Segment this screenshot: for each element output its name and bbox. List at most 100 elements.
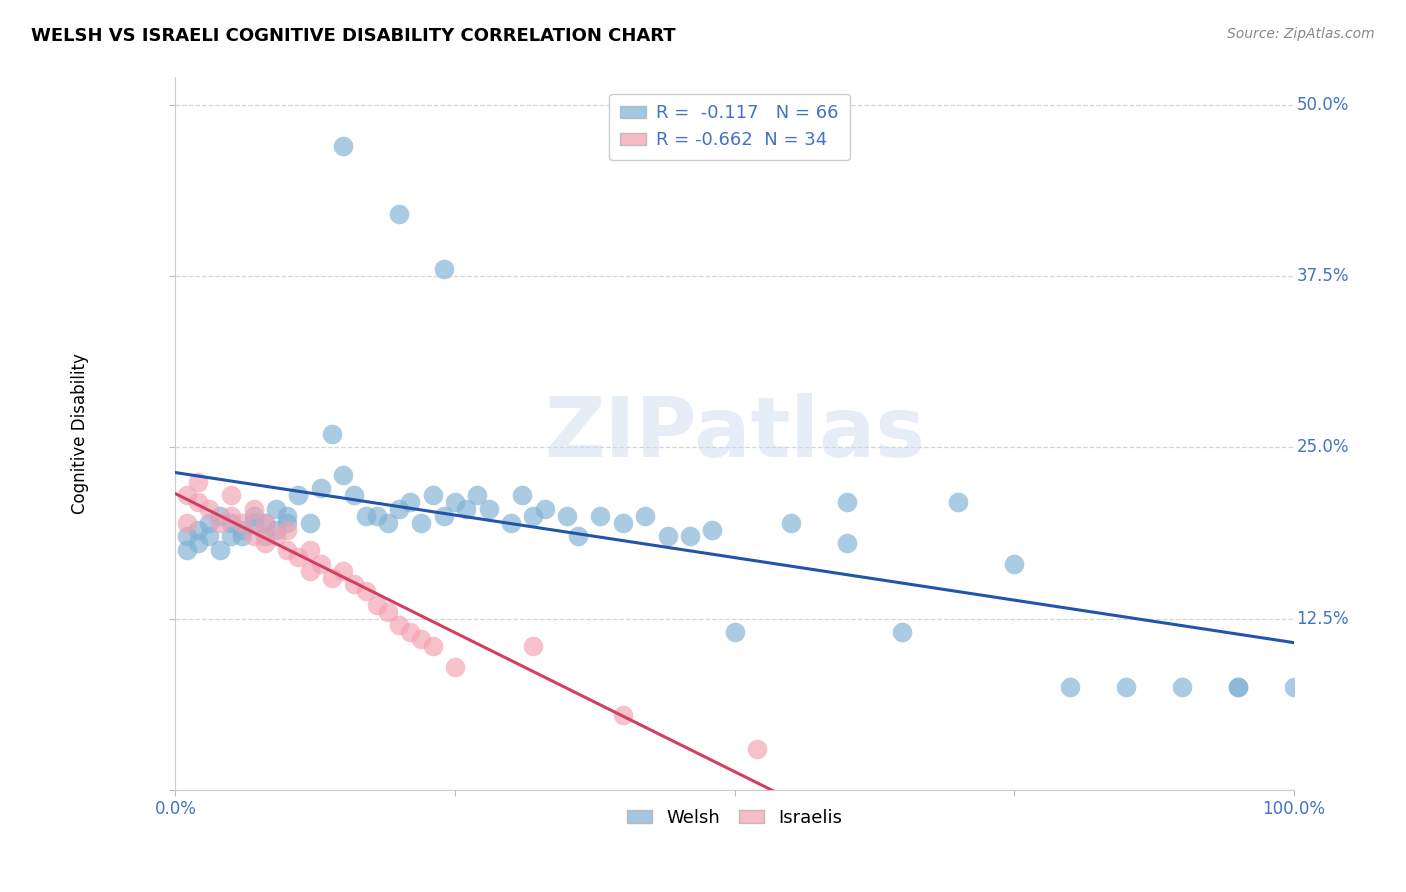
Point (276, 508, 298, 523)
Point (209, 508, 232, 523)
Point (343, 577, 366, 591)
Point (176, 488, 198, 502)
Point (176, 543, 198, 558)
Point (456, 502, 478, 516)
Point (309, 482, 332, 496)
Point (1282, 680, 1305, 694)
Point (264, 502, 287, 516)
Point (510, 488, 533, 502)
Point (219, 529, 242, 543)
Point (276, 516, 298, 530)
Point (321, 570, 343, 584)
Point (298, 564, 321, 578)
Point (187, 495, 209, 509)
Point (219, 516, 242, 530)
Point (702, 523, 724, 537)
Point (1059, 680, 1081, 694)
Point (634, 508, 657, 523)
Point (612, 707, 634, 722)
Point (366, 598, 388, 612)
Point (332, 467, 354, 482)
Legend: Welsh, Israelis: Welsh, Israelis (620, 802, 849, 834)
Point (366, 508, 388, 523)
Point (522, 639, 544, 653)
Point (388, 502, 411, 516)
Point (242, 508, 264, 523)
Point (724, 625, 747, 640)
Point (198, 529, 221, 543)
Point (657, 529, 679, 543)
Point (253, 536, 276, 550)
Point (231, 529, 253, 543)
Point (242, 502, 264, 516)
Point (422, 639, 444, 653)
Point (388, 207, 411, 221)
Point (253, 516, 276, 530)
Point (467, 488, 489, 502)
Point (321, 426, 343, 441)
Point (522, 508, 544, 523)
Point (287, 488, 309, 502)
Y-axis label: Cognitive Disability: Cognitive Disability (72, 353, 89, 514)
Point (388, 618, 411, 632)
Point (399, 625, 422, 640)
Point (612, 516, 634, 530)
Point (332, 139, 354, 153)
Text: 50.0%: 50.0% (1296, 95, 1348, 114)
Point (209, 516, 232, 530)
Point (679, 529, 702, 543)
Point (377, 516, 399, 530)
Point (253, 516, 276, 530)
Point (343, 488, 366, 502)
Point (377, 605, 399, 619)
Point (264, 523, 287, 537)
Point (422, 488, 444, 502)
Point (242, 529, 264, 543)
Text: Source: ZipAtlas.com: Source: ZipAtlas.com (1227, 27, 1375, 41)
Point (187, 475, 209, 489)
Point (242, 516, 264, 530)
Point (287, 549, 309, 564)
Point (187, 536, 209, 550)
Point (253, 529, 276, 543)
Point (219, 488, 242, 502)
Point (948, 495, 970, 509)
Text: ZIPatlas: ZIPatlas (544, 393, 925, 475)
Point (219, 508, 242, 523)
Point (264, 529, 287, 543)
Point (276, 543, 298, 558)
Point (198, 516, 221, 530)
Text: 25.0%: 25.0% (1296, 438, 1348, 457)
Point (499, 516, 522, 530)
Point (411, 632, 433, 647)
Point (332, 564, 354, 578)
Point (433, 508, 456, 523)
Point (835, 536, 858, 550)
Point (1002, 557, 1025, 571)
Point (745, 741, 768, 756)
Point (276, 523, 298, 537)
Point (477, 502, 499, 516)
Point (187, 523, 209, 537)
Point (198, 502, 221, 516)
Text: 12.5%: 12.5% (1296, 609, 1348, 628)
Point (779, 516, 801, 530)
Point (533, 502, 555, 516)
Point (589, 508, 612, 523)
Text: WELSH VS ISRAELI COGNITIVE DISABILITY CORRELATION CHART: WELSH VS ISRAELI COGNITIVE DISABILITY CO… (31, 27, 675, 45)
Point (354, 584, 377, 599)
Point (835, 495, 858, 509)
Point (209, 543, 232, 558)
Point (411, 516, 433, 530)
Text: 37.5%: 37.5% (1296, 267, 1348, 285)
Point (444, 659, 467, 673)
Point (555, 508, 578, 523)
Point (399, 495, 422, 509)
Point (354, 508, 377, 523)
Point (309, 557, 332, 571)
Point (1227, 680, 1250, 694)
Point (1171, 680, 1194, 694)
Point (1115, 680, 1137, 694)
Point (298, 516, 321, 530)
Point (176, 516, 198, 530)
